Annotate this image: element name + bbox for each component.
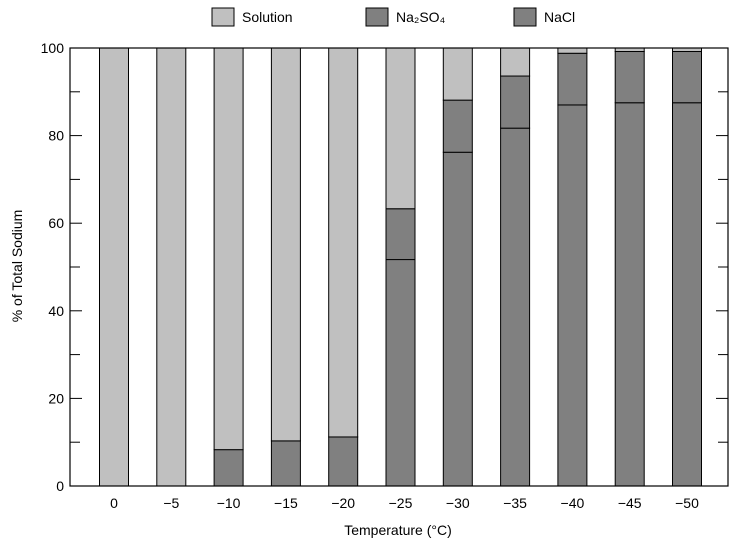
y-tick-label-20: 20 — [48, 390, 64, 406]
bar-segment-nacl-8 — [557, 104, 588, 487]
bar-segment-naso-5 — [385, 208, 416, 261]
bar-segment-naso-10 — [672, 51, 702, 104]
bar-segment-solution-5 — [385, 47, 416, 210]
bar-segment-solution-4 — [328, 47, 359, 438]
x-axis-title: Temperature (°C) — [344, 522, 452, 538]
x-tick-label-7: −35 — [503, 495, 527, 511]
bar-segment-nacl-10 — [672, 102, 702, 487]
legend-swatch-2 — [513, 7, 537, 27]
y-tick-label-0: 0 — [56, 478, 64, 494]
bar-segment-solution-7 — [500, 47, 531, 77]
bars — [99, 47, 702, 487]
bar-segment-solution-0 — [99, 47, 129, 487]
bar-segment-solution-3 — [270, 47, 301, 442]
x-tick-label-0: 0 — [110, 495, 118, 511]
x-tick-label-10: −50 — [675, 495, 699, 511]
x-tick-label-1: −5 — [163, 495, 179, 511]
bar-segment-nacl-3 — [270, 440, 301, 487]
bar-segment-solution-6 — [442, 47, 473, 101]
bar-segment-nacl-7 — [500, 127, 531, 487]
axes: 0 20 40 60 80 100 0 −5 −10 −15 −20 −25 −30 −35 −40 −45 −… — [41, 40, 729, 511]
x-tick-label-2: −10 — [217, 495, 241, 511]
x-tick-label-8: −40 — [561, 495, 585, 511]
y-tick-label-40: 40 — [48, 303, 64, 319]
bar-segment-nacl-5 — [385, 259, 416, 487]
bar-segment-naso-8 — [557, 52, 588, 106]
bar-segment-naso-7 — [500, 75, 531, 129]
x-tick-label-9: −45 — [618, 495, 642, 511]
legend-swatch-1 — [365, 7, 389, 27]
x-tick-label-4: −20 — [331, 495, 355, 511]
legend: Solution Na₂SO₄ NaCl — [211, 7, 575, 27]
bar-segment-nacl-6 — [442, 151, 473, 487]
y-axis-title: % of Total Sodium — [9, 210, 25, 323]
bar-segment-nacl-4 — [328, 436, 359, 487]
legend-label-0: Solution — [242, 9, 293, 25]
y-tick-label-60: 60 — [48, 215, 64, 231]
legend-swatch-0 — [211, 7, 235, 27]
x-tick-label-6: −30 — [446, 495, 470, 511]
bar-segment-nacl-9 — [614, 102, 645, 487]
y-tick-label-100: 100 — [41, 40, 65, 56]
x-tick-label-3: −15 — [274, 495, 298, 511]
legend-label-1: Na₂SO₄ — [396, 9, 446, 25]
bar-segment-solution-1 — [156, 47, 187, 487]
bar-segment-naso-9 — [614, 51, 645, 104]
bar-segment-solution-2 — [213, 47, 244, 451]
y-tick-label-80: 80 — [48, 128, 64, 144]
bar-segment-nacl-2 — [213, 449, 244, 487]
bar-segment-solution-8 — [557, 47, 588, 54]
legend-label-2: NaCl — [544, 9, 575, 25]
bar-segment-naso-6 — [442, 99, 473, 153]
x-tick-label-5: −25 — [389, 495, 413, 511]
